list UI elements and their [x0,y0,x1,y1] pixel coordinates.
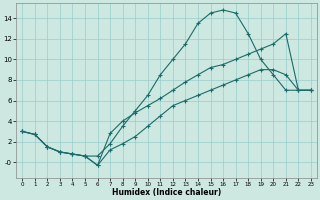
X-axis label: Humidex (Indice chaleur): Humidex (Indice chaleur) [112,188,221,197]
